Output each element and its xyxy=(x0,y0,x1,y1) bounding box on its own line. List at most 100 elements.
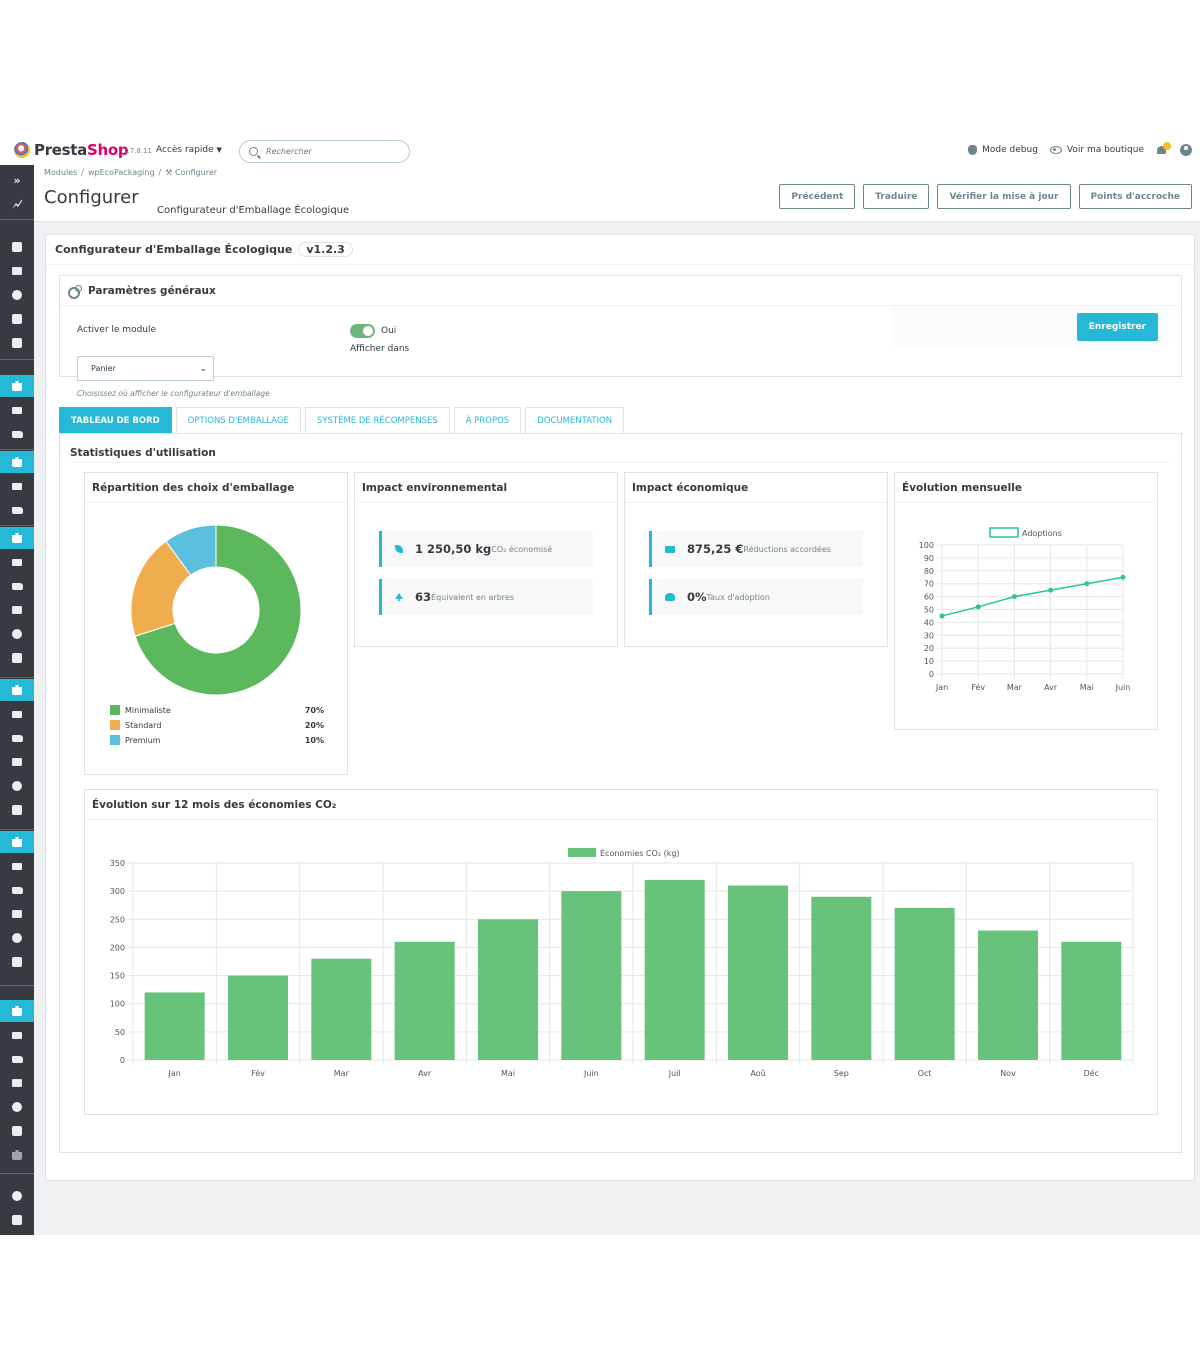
breadcrumb-item[interactable]: Configurer xyxy=(174,168,218,177)
sidebar-item-shipping[interactable] xyxy=(0,1048,34,1070)
sidebar-item-payment[interactable] xyxy=(0,903,34,925)
legend-swatch xyxy=(110,735,120,745)
basket-icon xyxy=(12,242,22,252)
adoption-label: Taux d'adoption xyxy=(706,592,770,602)
activate-module-toggle[interactable] xyxy=(350,324,375,338)
environmental-impact-card: Impact environnemental 1 250,50 kg CO₂ éc… xyxy=(354,472,618,647)
co2-label: CO₂ économisé xyxy=(491,544,553,554)
sidebar-item-orders[interactable] xyxy=(0,236,34,258)
sidebar-item-settings[interactable] xyxy=(0,1185,34,1207)
sidebar-item-payment[interactable] xyxy=(0,1072,34,1094)
megaphone-icon xyxy=(12,957,22,967)
y-tick-label: 10 xyxy=(924,657,934,666)
notifications-bell-icon[interactable] xyxy=(1156,142,1171,156)
prestashop-logo[interactable]: PrestaShop xyxy=(14,141,129,159)
monthly-evolution-card: Évolution mensuelle 0 10 20 30 40 50 60 70 80 90 1… xyxy=(894,472,1158,730)
sidebar-item-design[interactable] xyxy=(0,855,34,877)
sidebar-item-payment[interactable] xyxy=(0,751,34,773)
sidebar-item-modules[interactable] xyxy=(0,375,34,397)
credit-card-icon xyxy=(12,910,22,918)
sidebar-item-modules[interactable] xyxy=(0,451,34,473)
sidebar-item-marketing[interactable] xyxy=(0,799,34,821)
sidebar-item-modules[interactable] xyxy=(0,527,34,549)
sidebar-item-modules[interactable] xyxy=(0,1000,34,1022)
save-button[interactable]: Enregistrer xyxy=(1076,313,1158,341)
monitor-icon xyxy=(12,1031,22,1039)
tab-dashboard[interactable]: TABLEAU DE BORD xyxy=(59,407,172,433)
donut-chart xyxy=(130,524,302,696)
display-location-select[interactable]: Panier ⌄ xyxy=(77,356,214,381)
sidebar-item-design[interactable] xyxy=(0,399,34,421)
tab-rewards[interactable]: SYSTÈME DE RÉCOMPENSES xyxy=(304,407,450,433)
cogs-icon xyxy=(68,285,82,299)
y-tick-label: 20 xyxy=(924,644,934,653)
sidebar-item-marketing[interactable] xyxy=(0,951,34,973)
previous-button[interactable]: Précédent xyxy=(779,184,856,209)
sidebar-item-design[interactable] xyxy=(0,703,34,725)
sidebar-item-catalog[interactable] xyxy=(0,260,34,282)
sidebar-item-design[interactable] xyxy=(0,1024,34,1046)
breadcrumb-item[interactable]: Modules xyxy=(44,168,78,177)
divider xyxy=(70,462,1170,463)
x-tick-label: Juin xyxy=(583,1069,599,1078)
sidebar-item-modules[interactable] xyxy=(0,831,34,853)
sidebar-item-shipping[interactable] xyxy=(0,575,34,597)
bug-icon xyxy=(968,144,978,155)
bar xyxy=(144,992,205,1060)
sidebar-divider xyxy=(0,1173,34,1174)
search-input[interactable] xyxy=(266,147,396,156)
quick-access-menu[interactable]: Accès rapide ▼ xyxy=(156,145,222,155)
sidebar-item-marketing[interactable] xyxy=(0,1120,34,1142)
sidebar-item-marketing[interactable] xyxy=(0,647,34,669)
sidebar-item-dashboard[interactable] xyxy=(0,193,34,215)
bar xyxy=(1061,941,1122,1060)
debug-mode-link[interactable]: Mode debug xyxy=(968,144,1038,155)
sidebar-item-international[interactable] xyxy=(0,623,34,645)
hooks-button[interactable]: Points d'accroche xyxy=(1078,184,1192,209)
sidebar-item-international[interactable] xyxy=(0,927,34,949)
sidebar-item-shipping[interactable] xyxy=(0,727,34,749)
sidebar-item-design[interactable] xyxy=(0,475,34,497)
app-window: PrestaShop 1.7.8.11 Accès rapide ▼ Mode … xyxy=(0,138,1200,1235)
sidebar-item-design[interactable] xyxy=(0,551,34,573)
tab-about[interactable]: À PROPOS xyxy=(453,407,522,433)
sidebar-item-messages[interactable] xyxy=(0,308,34,330)
sidebar-item-customers[interactable] xyxy=(0,284,34,306)
tab-documentation[interactable]: DOCUMENTATION xyxy=(525,407,625,433)
search-box xyxy=(239,140,410,163)
user-account-icon[interactable] xyxy=(1180,143,1192,156)
toggle-value-label: Oui xyxy=(381,326,397,336)
expand-icon: » xyxy=(13,173,21,187)
sidebar-item-shipping[interactable] xyxy=(0,879,34,901)
sidebar-item-modules[interactable] xyxy=(0,679,34,701)
data-point xyxy=(1120,574,1126,580)
y-tick-label: 300 xyxy=(110,887,125,896)
breadcrumb-item[interactable]: wpEcoPackaging xyxy=(87,168,155,177)
bar-chart: 0 50 100 150 200 250 300 350 Économies CO₂ (kg) J… xyxy=(110,847,1134,1078)
tab-packaging-options[interactable]: OPTIONS D'EMBALLAGE xyxy=(175,407,301,433)
sidebar-item-international[interactable] xyxy=(0,775,34,797)
sidebar-expand-button[interactable]: » xyxy=(0,169,34,191)
sidebar-item-advanced[interactable] xyxy=(0,1209,34,1231)
sidebar-item-stats[interactable] xyxy=(0,332,34,354)
legend-percent: 10% xyxy=(304,735,324,745)
view-shop-link[interactable]: Voir ma boutique xyxy=(1049,145,1144,155)
truck-icon xyxy=(11,506,23,514)
bar xyxy=(811,896,872,1060)
eye-icon xyxy=(1049,145,1062,154)
legend-label: Adoptions xyxy=(1022,529,1062,538)
sidebar-item-shipping[interactable] xyxy=(0,499,34,521)
sidebar-item-modules[interactable] xyxy=(0,1144,34,1166)
sidebar-divider xyxy=(0,449,34,450)
sidebar-divider xyxy=(0,219,34,220)
sidebar-item-shipping[interactable] xyxy=(0,423,34,445)
check-update-button[interactable]: Vérifier la mise à jour xyxy=(937,184,1071,209)
translate-button[interactable]: Traduire xyxy=(863,184,930,209)
sidebar-item-international[interactable] xyxy=(0,1096,34,1118)
users-icon xyxy=(665,593,675,601)
search-icon[interactable] xyxy=(249,147,258,156)
legend-item: Minimaliste 70% xyxy=(110,705,324,715)
sidebar-item-payment[interactable] xyxy=(0,599,34,621)
stats-title: Statistiques d'utilisation xyxy=(70,447,216,459)
x-tick-label: Juil xyxy=(668,1069,681,1078)
